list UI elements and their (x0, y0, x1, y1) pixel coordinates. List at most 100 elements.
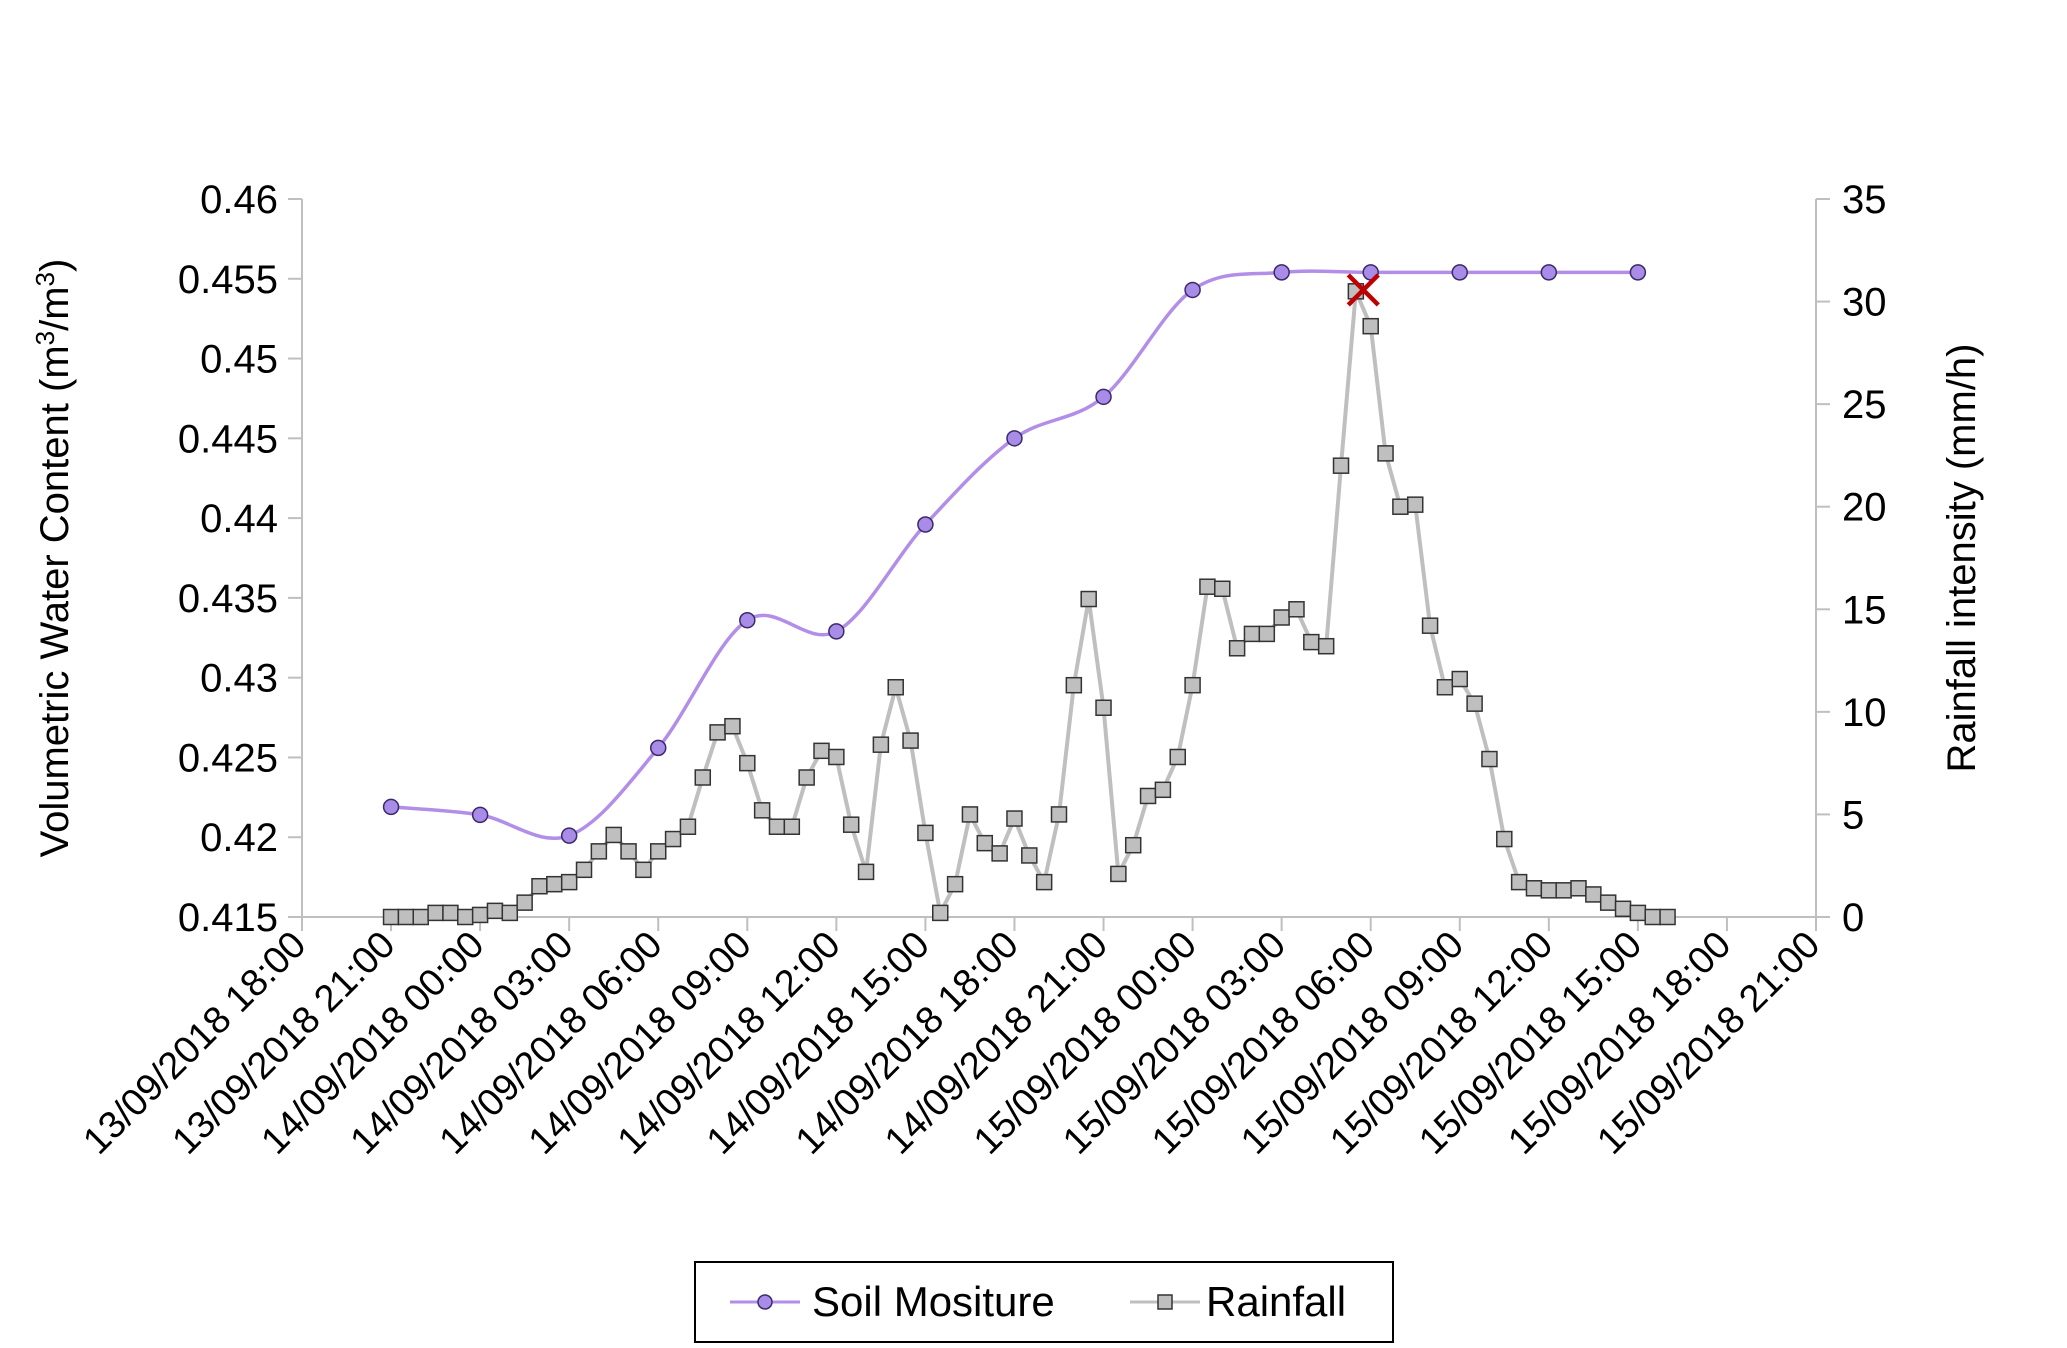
rainfall-point (1006, 810, 1023, 827)
rainfall-point (798, 769, 815, 786)
rainfall-point (1303, 633, 1320, 651)
right-ticks: 0 5 10 15 20 25 30 35 (1816, 178, 1887, 940)
soil-moisture-point (739, 611, 756, 629)
y-left-tick-label: 0.45 (200, 338, 278, 382)
rainfall-point (620, 843, 637, 860)
rainfall-point (1392, 498, 1409, 515)
rainfall-point (946, 875, 964, 893)
rainfall-point (813, 742, 830, 760)
rainfall-point (1585, 886, 1602, 903)
y-left-unit-open: (m (33, 345, 77, 392)
chart-area: 0.415 0.42 0.425 0.43 0.435 0.44 0.445 0.45 0.45… (75, 178, 1886, 1163)
rainfall-point (1510, 873, 1528, 891)
y-left-unit-sup-1: 3 (30, 331, 60, 345)
y-left-tick-label: 0.435 (178, 577, 278, 621)
y-left-tick-label: 0.44 (200, 497, 278, 541)
rainfall-point (516, 894, 533, 911)
y-left-tick-label: 0.46 (200, 178, 278, 222)
rainfall-point (1154, 781, 1172, 799)
rainfall-point (1481, 750, 1498, 768)
rainfall-point (1199, 578, 1216, 595)
rainfall-point (427, 904, 444, 922)
soil-moisture-point (382, 798, 400, 816)
y-right-tick-label: 5 (1842, 793, 1864, 837)
rainfall-point (1110, 865, 1127, 883)
soil-moisture-point (1451, 264, 1469, 281)
rainfall-point (694, 769, 712, 786)
soil-moisture-point (1629, 264, 1647, 281)
legend: Soil Mositure Rainfall (694, 1261, 1394, 1343)
rainfall-point (1169, 748, 1186, 766)
y-right-axis-title: Rainfall intensity (mm/h) (1940, 343, 1984, 772)
rainfall-point (783, 818, 801, 835)
soil-moisture-point (1273, 264, 1290, 281)
rainfall-point (1644, 908, 1661, 926)
rainfall-point (1599, 894, 1617, 911)
rainfall-point (575, 861, 593, 879)
rainfall-point (1540, 882, 1558, 899)
rainfall-point (664, 830, 682, 848)
rainfall-point (471, 906, 489, 924)
rainfall-point (902, 732, 919, 749)
y-left-axis-title: Volumetric Water Content (m3/m3) (30, 259, 77, 858)
rainfall-point (1288, 601, 1305, 618)
annotation-layer (1346, 273, 1380, 307)
y-left-unit-close: ) (33, 259, 77, 272)
rainfall-point (961, 806, 979, 823)
y-right-tick-label: 35 (1842, 178, 1887, 222)
y-left-tick-label: 0.445 (178, 417, 278, 461)
rainfall-point (857, 863, 875, 881)
rainfall-point (1021, 847, 1038, 864)
y-right-tick-label: 25 (1842, 383, 1887, 427)
rainfall-point (1614, 900, 1632, 918)
soil-moisture-point (1540, 264, 1558, 281)
rainfall-point (590, 843, 608, 860)
y-left-tick-label: 0.425 (178, 736, 278, 780)
rainfall-point (1139, 787, 1157, 805)
rainfall-point (605, 826, 622, 844)
rainfall-point (1214, 580, 1231, 598)
rainfall-point (1570, 880, 1587, 897)
rainfall-point (753, 802, 771, 819)
rainfall-point (1555, 882, 1572, 899)
rainfall-point (1332, 457, 1350, 474)
rainfall-point (932, 904, 949, 922)
legend-item-soil-moisture: Soil Mositure (730, 1278, 1055, 1325)
rainfall-point (635, 861, 652, 879)
rainfall-point (1050, 806, 1068, 823)
rainfall-point (546, 875, 563, 893)
rainfall-point (1629, 904, 1647, 922)
rainfall-point (1228, 640, 1246, 657)
rainfall-point (991, 845, 1008, 862)
rainfall-point (872, 736, 890, 753)
left-ticks: 0.415 0.42 0.425 0.43 0.435 0.44 0.445 0.45 0.45… (178, 178, 302, 940)
rainfall-point (412, 908, 429, 926)
rainfall-point (1080, 590, 1097, 608)
rainfall-point (1362, 317, 1379, 335)
rainfall-point (828, 748, 845, 766)
legend-soil-moisture-marker (757, 1294, 773, 1310)
rainfall-series (382, 283, 1676, 926)
soil-moisture-point (1184, 281, 1201, 299)
rainfall-point (1525, 880, 1543, 897)
soil-moisture-point (471, 806, 489, 824)
rainfall-point (976, 834, 994, 852)
rainfall-point (382, 908, 400, 926)
rainfall-point (486, 902, 504, 920)
rainfall-point (1317, 637, 1335, 655)
y-right-tick-label: 0 (1842, 896, 1864, 940)
rainfall-point (917, 824, 934, 842)
y-left-tick-label: 0.43 (200, 657, 278, 701)
y-right-tick-label: 20 (1842, 486, 1887, 530)
annotation-x-stroke (1346, 273, 1380, 307)
y-right-tick-label: 15 (1842, 588, 1887, 632)
y-left-tick-label: 0.415 (178, 896, 278, 940)
y-left-unit-sup-2: 3 (30, 272, 60, 286)
rainfall-point (842, 816, 860, 833)
rainfall-point (397, 908, 415, 926)
rainfall-point (887, 678, 904, 696)
legend-rainfall-marker (1157, 1294, 1173, 1310)
y-left-tick-label: 0.455 (178, 258, 278, 302)
